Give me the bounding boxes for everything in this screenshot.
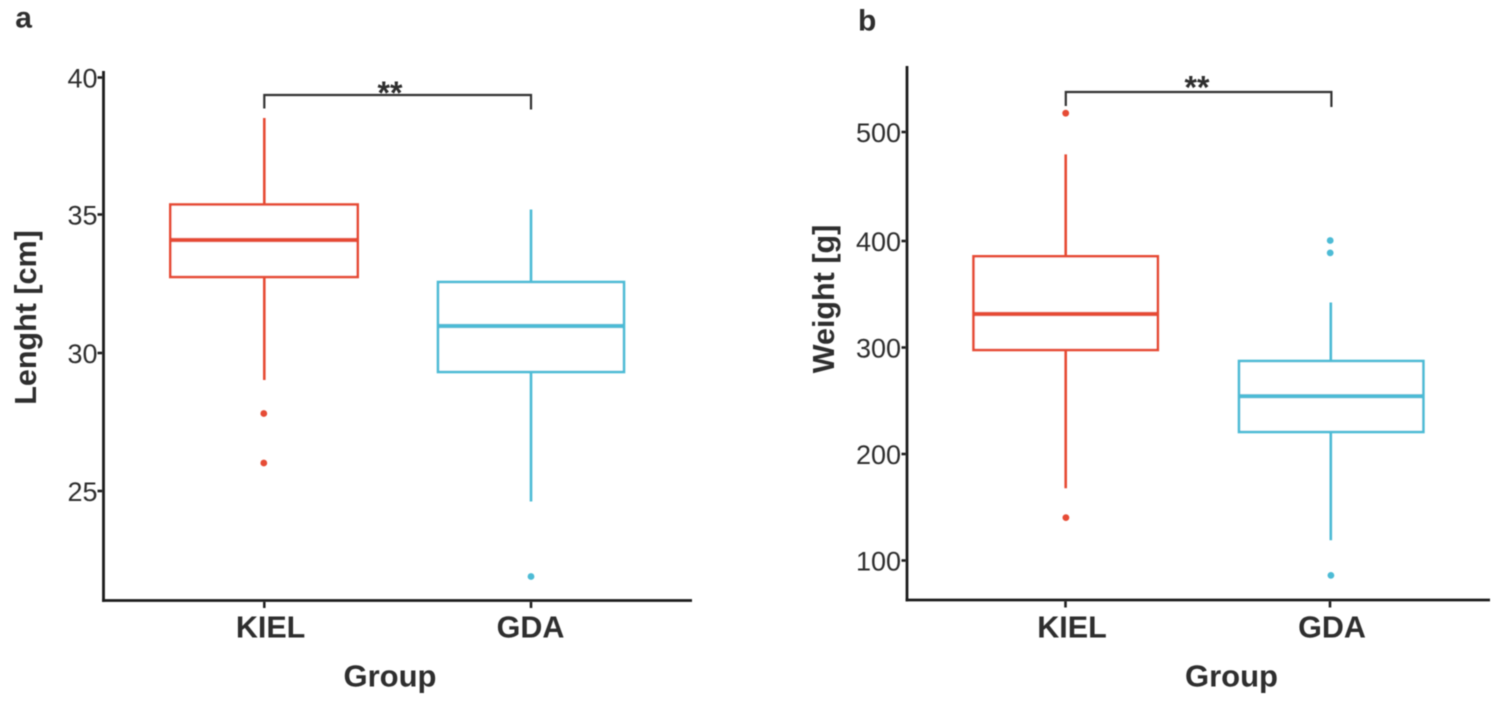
svg-text:Group: Group [344,659,437,694]
svg-text:Weight [g]: Weight [g] [807,225,841,374]
svg-text:Lenght [cm]: Lenght [cm] [9,230,43,405]
svg-text:300: 300 [856,333,901,363]
svg-text:500: 500 [856,118,901,148]
svg-text:30: 30 [67,339,97,369]
svg-text:40: 40 [67,63,97,93]
svg-text:KIEL: KIEL [236,611,305,645]
svg-text:Group: Group [1185,659,1278,694]
svg-text:GDA: GDA [497,611,565,645]
svg-text:25: 25 [67,477,97,507]
svg-text:400: 400 [856,227,901,257]
svg-text:200: 200 [856,440,901,470]
svg-text:**: ** [1185,70,1210,106]
svg-text:a: a [15,2,32,35]
svg-text:**: ** [378,75,403,111]
svg-text:35: 35 [67,200,97,230]
svg-text:b: b [858,5,876,38]
svg-text:100: 100 [856,546,901,576]
svg-text:GDA: GDA [1298,611,1366,645]
svg-text:KIEL: KIEL [1037,611,1106,645]
